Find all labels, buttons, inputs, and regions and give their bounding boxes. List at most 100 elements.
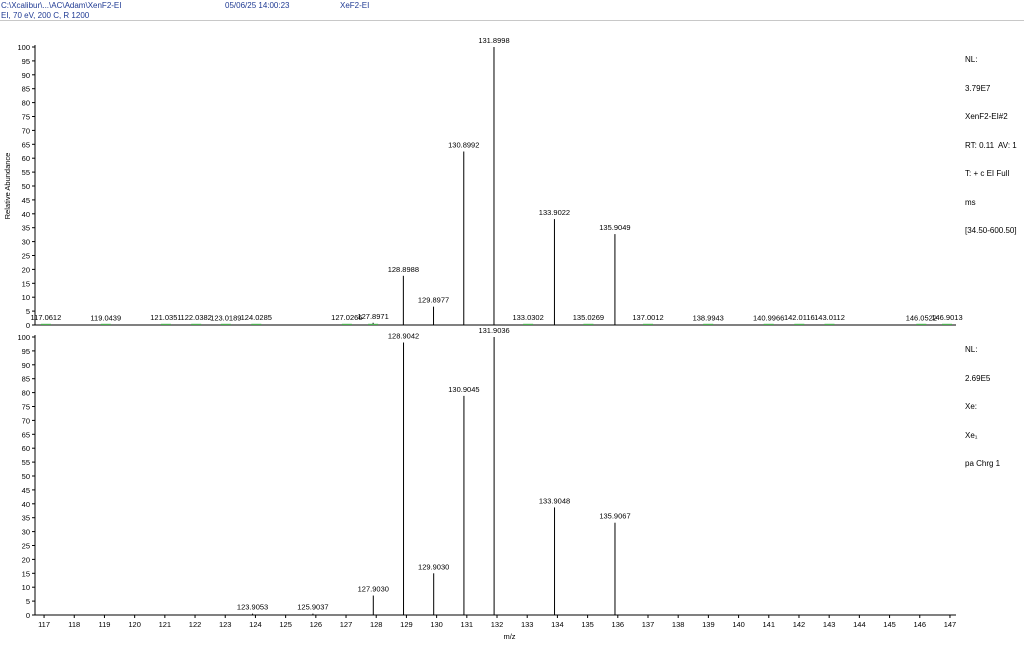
peak-label: 130.8992 <box>448 141 479 150</box>
peak-label: 137.0012 <box>632 313 663 322</box>
peak-label: 133.9048 <box>539 496 570 505</box>
y-tick-label: 30 <box>22 238 30 247</box>
y-tick-label: 60 <box>22 154 30 163</box>
header-divider <box>0 20 1024 21</box>
y-tick-label: 10 <box>22 293 30 302</box>
x-tick-label: 137 <box>642 620 655 629</box>
peak-label: 130.9045 <box>448 385 479 394</box>
peak-label: 119.0439 <box>90 313 121 322</box>
y-tick-label: 45 <box>22 486 30 495</box>
x-tick-label: 147 <box>944 620 957 629</box>
x-tick-label: 130 <box>430 620 443 629</box>
y-tick-label: 0 <box>26 321 30 330</box>
top-info-line: RT: 0.11 AV: 1 <box>965 140 1017 150</box>
peak-label: 142.0116 <box>784 313 815 322</box>
y-tick-label: 30 <box>22 528 30 537</box>
y-tick-label: 100 <box>17 43 30 52</box>
y-tick-label: 75 <box>22 403 30 412</box>
x-tick-label: 133 <box>521 620 534 629</box>
x-tick-label: 129 <box>400 620 413 629</box>
y-tick-label: 60 <box>22 444 30 453</box>
x-tick-label: 125 <box>279 620 292 629</box>
y-tick-label: 55 <box>22 458 30 467</box>
x-tick-label: 119 <box>98 620 110 629</box>
y-tick-label: 65 <box>22 140 30 149</box>
x-tick-label: 141 <box>763 620 776 629</box>
peak-label: 140.9966 <box>753 313 784 322</box>
y-tick-label: 75 <box>22 113 30 122</box>
x-tick-label: 122 <box>189 620 202 629</box>
x-tick-label: 139 <box>702 620 715 629</box>
x-tick-label: 134 <box>551 620 564 629</box>
x-tick-label: 144 <box>853 620 866 629</box>
peak-label: 135.9049 <box>599 223 630 232</box>
peak-label: 131.8998 <box>478 36 509 45</box>
peak-label: 127.8971 <box>357 312 388 321</box>
peak-label: 135.9067 <box>599 512 630 521</box>
peak-label: 143.0112 <box>814 313 845 322</box>
x-tick-label: 124 <box>249 620 262 629</box>
y-tick-label: 35 <box>22 514 30 523</box>
peak-label: 125.9037 <box>297 603 328 612</box>
y-tick-label: 100 <box>17 333 30 342</box>
y-tick-label: 40 <box>22 500 30 509</box>
y-tick-label: 25 <box>22 542 30 551</box>
peak-label: 133.9022 <box>539 208 570 217</box>
bottom-info-line: Xe₁ <box>965 430 978 440</box>
bottom-info-line: pa Chrg 1 <box>965 459 1001 468</box>
y-tick-label: 55 <box>22 168 30 177</box>
y-tick-label: 95 <box>22 347 30 356</box>
peak-label: 123.9053 <box>237 603 268 612</box>
file-path: C:\Xcalibur\...\AC\Adam\XenF2-EI <box>1 1 122 10</box>
x-tick-label: 142 <box>793 620 806 629</box>
top-info-line: T: + c EI Full <box>965 169 1010 178</box>
top-info-line: NL: <box>965 55 978 64</box>
x-tick-label: 135 <box>581 620 594 629</box>
y-tick-label: 70 <box>22 416 30 425</box>
top-info-line: XenF2-EI#2 <box>965 112 1008 121</box>
y-tick-label: 85 <box>22 375 30 384</box>
y-tick-label: 15 <box>22 279 30 288</box>
peak-label: 117.0612 <box>31 313 62 322</box>
x-tick-label: 127 <box>340 620 353 629</box>
x-tick-label: 131 <box>461 620 474 629</box>
y-tick-label: 5 <box>26 307 30 316</box>
bottom-info-line: NL: <box>965 345 978 354</box>
y-tick-label: 10 <box>22 583 30 592</box>
x-tick-label: 138 <box>672 620 685 629</box>
x-tick-label: 117 <box>38 620 50 629</box>
peak-label: 128.8988 <box>388 265 419 274</box>
y-tick-label: 50 <box>22 472 30 481</box>
bottom-info-line: Xe: <box>965 402 978 411</box>
y-tick-label: 50 <box>22 182 30 191</box>
x-axis-title: m/z <box>503 632 515 641</box>
x-tick-label: 126 <box>310 620 323 629</box>
y-tick-label: 80 <box>22 99 30 108</box>
bottom-spectrum-info: NL: 2.69E5 Xe: Xe₁ pa Chrg 1 <box>965 326 1000 478</box>
peak-label: 122.0382 <box>181 313 212 322</box>
bottom-info-line: 2.69E5 <box>965 373 991 383</box>
x-tick-label: 118 <box>68 620 80 629</box>
top-info-line: [34.50-600.50] <box>965 226 1017 235</box>
acquisition-datetime: 05/06/25 14:00:23 <box>225 1 290 10</box>
y-tick-label: 0 <box>26 611 30 620</box>
y-tick-label: 20 <box>22 265 30 274</box>
acquisition-conditions: EI, 70 eV, 200 C, R 1200 <box>1 11 90 20</box>
peak-label: 129.8977 <box>418 296 449 305</box>
top-spectrum-info: NL: 3.79E7 XenF2-EI#2 RT: 0.11 AV: 1 T: … <box>965 36 1017 245</box>
y-tick-label: 65 <box>22 430 30 439</box>
x-tick-label: 143 <box>823 620 836 629</box>
peak-label: 123.0189 <box>210 313 241 322</box>
y-tick-label: 45 <box>22 196 30 205</box>
y-tick-label: 90 <box>22 361 30 370</box>
peak-label: 146.0522 <box>906 313 937 322</box>
peak-label: 124.0285 <box>241 313 272 322</box>
x-tick-label: 120 <box>128 620 141 629</box>
y-tick-label: 70 <box>22 126 30 135</box>
y-tick-label: 95 <box>22 57 30 66</box>
peak-label: 127.9030 <box>358 585 389 594</box>
peak-label: 131.9036 <box>478 326 509 335</box>
y-tick-label: 35 <box>22 224 30 233</box>
x-tick-label: 128 <box>370 620 383 629</box>
x-tick-label: 145 <box>883 620 896 629</box>
